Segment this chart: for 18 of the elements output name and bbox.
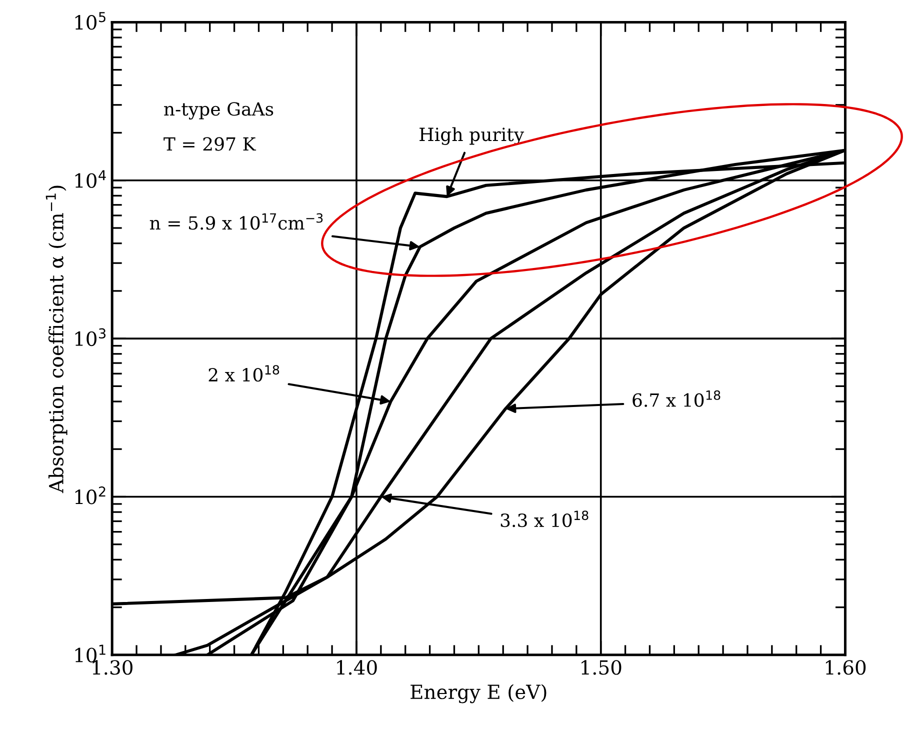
y-tick-label: 10$^{4}$ [75,170,106,188]
annotation: 6.7 x 10$^{18}$ [632,390,720,407]
annotation: High purity [420,127,524,145]
annotation: n-type GaAs [164,102,274,120]
y-axis-title: Absorption coefficient α (cm$^{−1}$) [46,186,68,494]
x-tick-label: 1.40 [337,660,377,675]
annotation: 2 x 10$^{18}$ [208,365,280,382]
x-tick-label: 1.50 [582,660,622,675]
annotation: T = 297 K [164,137,256,151]
x-tick-label: 1.60 [826,660,866,675]
annotation: 3.3 x 10$^{18}$ [500,510,588,528]
y-tick-label: 10$^{2}$ [75,486,106,504]
x-tick-label: 1.30 [92,660,132,675]
annotation: n = 5.9 x 10$^{17}$cm$^{−3}$ [150,213,323,230]
y-tick-label: 10$^{5}$ [75,12,106,30]
y-tick-label: 10$^{1}$ [75,644,106,662]
x-axis-title: Energy E (eV) [410,684,546,704]
y-tick-label: 10$^{3}$ [75,328,106,346]
